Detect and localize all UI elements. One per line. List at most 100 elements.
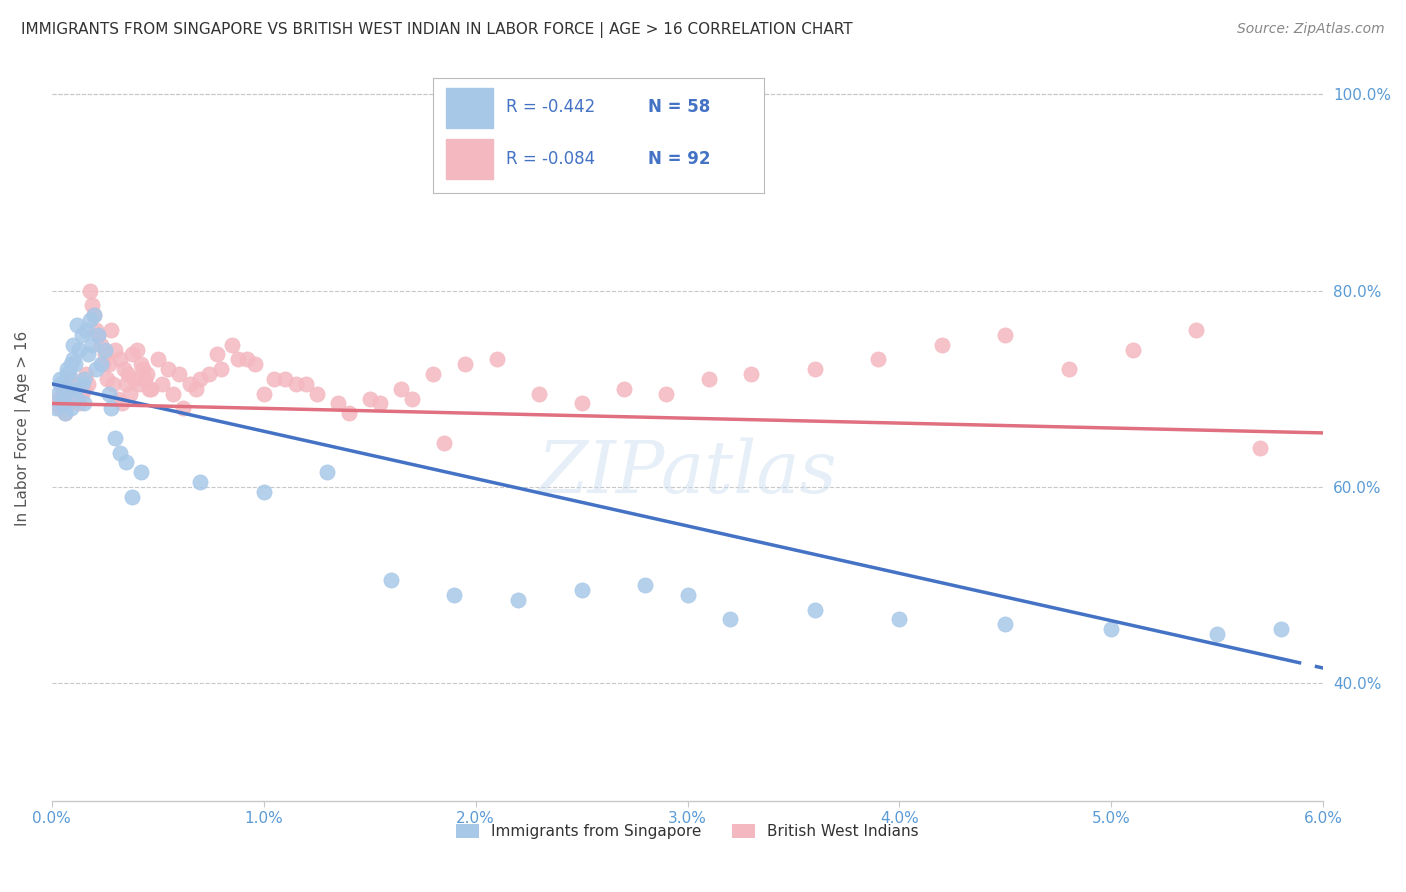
Point bbox=[167, 367, 190, 381]
Point bbox=[125, 343, 148, 357]
Point bbox=[111, 396, 134, 410]
Point bbox=[1206, 627, 1229, 641]
Point bbox=[98, 357, 121, 371]
Y-axis label: In Labor Force | Age > 16: In Labor Force | Age > 16 bbox=[15, 330, 31, 525]
Point bbox=[76, 347, 98, 361]
Point bbox=[120, 386, 142, 401]
Point bbox=[90, 337, 112, 351]
Point bbox=[571, 582, 593, 597]
Point bbox=[868, 352, 890, 367]
Point bbox=[58, 396, 80, 410]
Point bbox=[205, 347, 228, 361]
Point bbox=[221, 337, 243, 351]
Point bbox=[803, 602, 825, 616]
Point bbox=[62, 376, 84, 391]
Point bbox=[295, 376, 318, 391]
Point bbox=[87, 327, 110, 342]
Point bbox=[697, 372, 720, 386]
Point bbox=[66, 392, 89, 406]
Point bbox=[100, 323, 122, 337]
Point bbox=[55, 367, 77, 381]
Point bbox=[253, 386, 276, 401]
Point bbox=[226, 352, 249, 367]
Point bbox=[98, 386, 121, 401]
Point bbox=[485, 352, 508, 367]
Point bbox=[150, 376, 173, 391]
Point bbox=[51, 386, 73, 401]
Point bbox=[45, 401, 67, 416]
Point bbox=[245, 357, 267, 371]
Point bbox=[613, 382, 636, 396]
Point bbox=[90, 357, 112, 371]
Point bbox=[124, 372, 146, 386]
Point bbox=[63, 392, 86, 406]
Point bbox=[359, 392, 381, 406]
Point bbox=[82, 337, 104, 351]
Point bbox=[121, 347, 143, 361]
Point bbox=[72, 372, 94, 386]
Point bbox=[72, 382, 94, 396]
Text: IMMIGRANTS FROM SINGAPORE VS BRITISH WEST INDIAN IN LABOR FORCE | AGE > 16 CORRE: IMMIGRANTS FROM SINGAPORE VS BRITISH WES… bbox=[21, 22, 852, 38]
Point bbox=[1099, 622, 1122, 636]
Point bbox=[94, 347, 117, 361]
Point bbox=[718, 612, 741, 626]
Point bbox=[59, 357, 82, 371]
Point bbox=[108, 445, 131, 459]
Point bbox=[104, 343, 127, 357]
Point bbox=[91, 357, 114, 371]
Point bbox=[49, 372, 72, 386]
Point bbox=[49, 376, 72, 391]
Point bbox=[305, 386, 328, 401]
Point bbox=[368, 396, 391, 410]
Point bbox=[107, 392, 129, 406]
Point bbox=[79, 313, 101, 327]
Point bbox=[112, 362, 135, 376]
Point bbox=[70, 386, 93, 401]
Point bbox=[1057, 362, 1080, 376]
Point bbox=[49, 401, 72, 416]
Point bbox=[443, 588, 465, 602]
Point bbox=[391, 382, 413, 396]
Point bbox=[51, 396, 73, 410]
Point bbox=[66, 376, 89, 391]
Point bbox=[236, 352, 259, 367]
Point bbox=[803, 362, 825, 376]
Point bbox=[83, 308, 105, 322]
Point bbox=[188, 372, 211, 386]
Point bbox=[70, 376, 93, 391]
Point bbox=[994, 327, 1017, 342]
Point bbox=[1185, 323, 1208, 337]
Point bbox=[454, 357, 477, 371]
Point bbox=[115, 376, 138, 391]
Point bbox=[55, 362, 77, 376]
Point bbox=[76, 376, 98, 391]
Point bbox=[67, 343, 90, 357]
Point bbox=[655, 386, 678, 401]
Point bbox=[62, 337, 84, 351]
Point bbox=[59, 401, 82, 416]
Point bbox=[46, 392, 69, 406]
Point bbox=[1270, 622, 1292, 636]
Point bbox=[72, 396, 94, 410]
Point bbox=[53, 406, 76, 420]
Point bbox=[141, 382, 163, 396]
Point bbox=[70, 327, 93, 342]
Point bbox=[100, 401, 122, 416]
Point bbox=[129, 465, 152, 479]
Point bbox=[146, 352, 169, 367]
Point bbox=[75, 367, 97, 381]
Point bbox=[316, 465, 339, 479]
Point bbox=[82, 298, 104, 312]
Point bbox=[59, 372, 82, 386]
Point bbox=[79, 284, 101, 298]
Point bbox=[86, 323, 108, 337]
Point bbox=[433, 435, 456, 450]
Point bbox=[67, 396, 90, 410]
Point bbox=[529, 386, 551, 401]
Point bbox=[58, 382, 80, 396]
Point bbox=[263, 372, 285, 386]
Point bbox=[63, 357, 86, 371]
Point bbox=[337, 406, 360, 420]
Point bbox=[87, 327, 110, 342]
Text: ZIPatlas: ZIPatlas bbox=[537, 437, 838, 508]
